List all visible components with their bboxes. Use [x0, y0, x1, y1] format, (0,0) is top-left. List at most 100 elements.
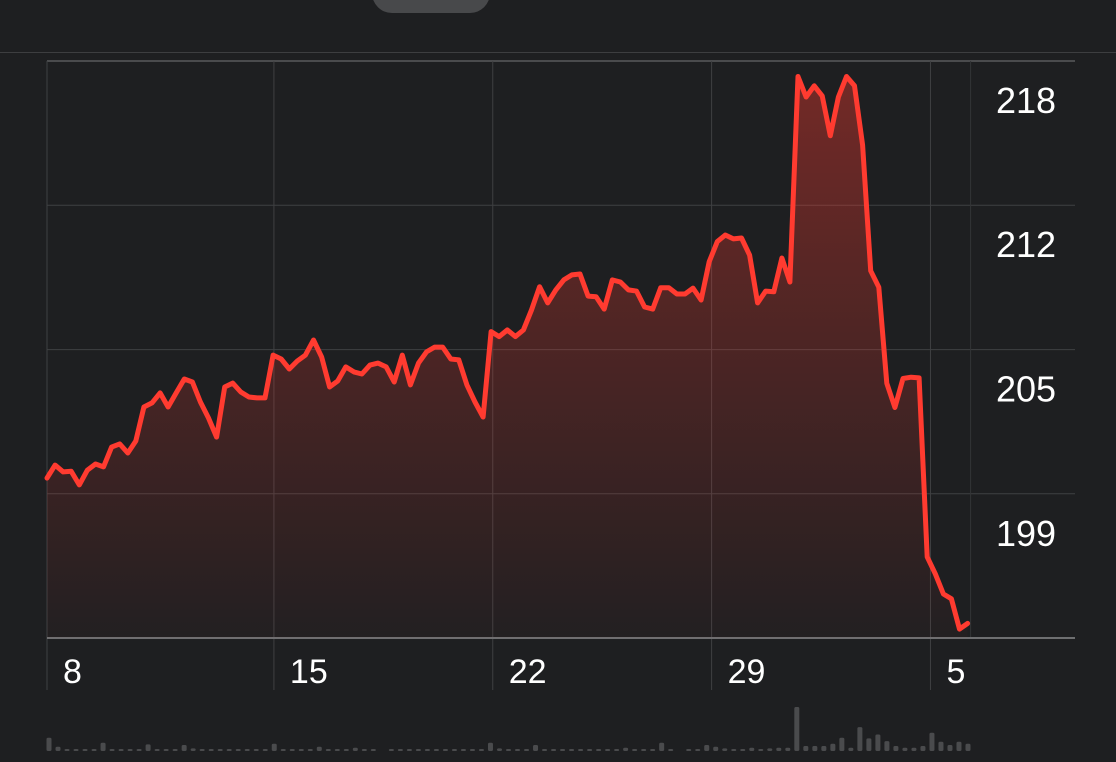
volume-bar [668, 749, 674, 751]
volume-bar [118, 749, 124, 751]
volume-bar [262, 749, 268, 751]
volume-bar [172, 749, 178, 751]
volume-bar [235, 749, 241, 751]
volume-bar [325, 749, 331, 751]
volume-bar [794, 707, 800, 751]
y-axis-labels: 218 212 205 199 [996, 80, 1056, 554]
y-axis-label: 205 [996, 369, 1056, 410]
volume-bar [659, 742, 665, 751]
volume-bar [542, 749, 548, 751]
volume-bar [758, 749, 764, 751]
volume-bar [397, 749, 403, 751]
volume-bar [875, 734, 881, 751]
volume-bar [73, 749, 79, 751]
volume-bar [695, 749, 701, 751]
volume-bar [181, 745, 187, 751]
x-axis-label: 22 [509, 653, 547, 691]
volume-bar [217, 749, 223, 751]
volume-bar [46, 737, 52, 751]
volume-bar [109, 749, 115, 751]
volume-bar [578, 749, 584, 751]
y-axis-label: 199 [996, 513, 1056, 554]
volume-bar [848, 747, 854, 751]
volume-bar [298, 749, 304, 751]
volume-bar [857, 727, 863, 751]
volume-bar [776, 747, 782, 751]
volume-bar [307, 749, 313, 751]
volume-bar [911, 747, 917, 751]
volume-bar [893, 746, 899, 751]
volume-bar [145, 744, 151, 751]
volume-bar [704, 745, 710, 751]
volume-bar [686, 749, 692, 751]
volume-bar [902, 747, 908, 751]
volume-bar [866, 738, 872, 751]
volume-bar [343, 749, 349, 751]
volume-bar [433, 749, 439, 751]
volume-bar [623, 747, 629, 751]
volume-bar [830, 743, 836, 751]
volume-bar [965, 743, 971, 751]
volume-bar [551, 749, 557, 751]
y-axis-label: 218 [996, 80, 1056, 121]
volume-bar [487, 742, 493, 751]
volume-bar [839, 737, 845, 751]
volume-bar [352, 747, 358, 751]
volume-bar [506, 749, 511, 751]
volume-bar [496, 748, 502, 751]
volume-bar [451, 749, 457, 751]
volume-bar [740, 749, 746, 751]
volume-bar [938, 741, 944, 751]
volume-bar [226, 749, 232, 751]
price-area-fill [47, 76, 968, 638]
volume-bar [127, 749, 133, 751]
volume-bar [442, 749, 448, 751]
volume-bar [190, 748, 196, 751]
volume-bar [605, 749, 611, 751]
volume-bar [55, 746, 61, 751]
volume-bar [91, 749, 97, 751]
volume-bar [253, 749, 259, 751]
volume-bar [424, 749, 430, 751]
volume-bar [199, 749, 205, 751]
volume-bar [82, 749, 88, 751]
header-divider [0, 52, 1116, 53]
volume-bar [749, 747, 755, 751]
volume-bar [812, 746, 818, 751]
volume-bar [596, 749, 602, 751]
volume-bar [271, 743, 277, 751]
volume-bar [785, 747, 791, 751]
volume-bar [208, 749, 214, 751]
y-axis-label: 212 [996, 224, 1056, 265]
volume-bar [947, 745, 953, 751]
volume-bar [524, 749, 530, 751]
volume-bar [632, 749, 638, 751]
volume-bar [370, 749, 376, 751]
sheet-grabber-handle[interactable] [372, 0, 490, 13]
x-axis-label: 29 [728, 653, 766, 691]
volume-bar [460, 749, 466, 751]
volume-bar [280, 749, 286, 751]
volume-bar [515, 749, 521, 751]
volume-bar [803, 746, 809, 751]
volume-bar [731, 749, 737, 751]
volume-bar [469, 749, 475, 751]
x-axis-label: 15 [290, 653, 328, 691]
volume-bar [722, 748, 728, 751]
volume-bar [920, 746, 926, 751]
volume-bar [956, 741, 962, 751]
volume-bar [650, 749, 656, 751]
volume-bar [821, 746, 827, 751]
volume-bar [929, 732, 935, 751]
volume-bar [478, 749, 484, 751]
volume-bar [316, 746, 322, 751]
volume-bar [154, 749, 160, 751]
volume-bar [767, 748, 773, 751]
x-axis-label: 5 [946, 653, 965, 691]
volume-bar [388, 749, 394, 751]
volume-bar [406, 749, 412, 751]
volume-bar [100, 742, 106, 751]
volume-bar [136, 749, 142, 751]
volume-bar [361, 749, 367, 751]
